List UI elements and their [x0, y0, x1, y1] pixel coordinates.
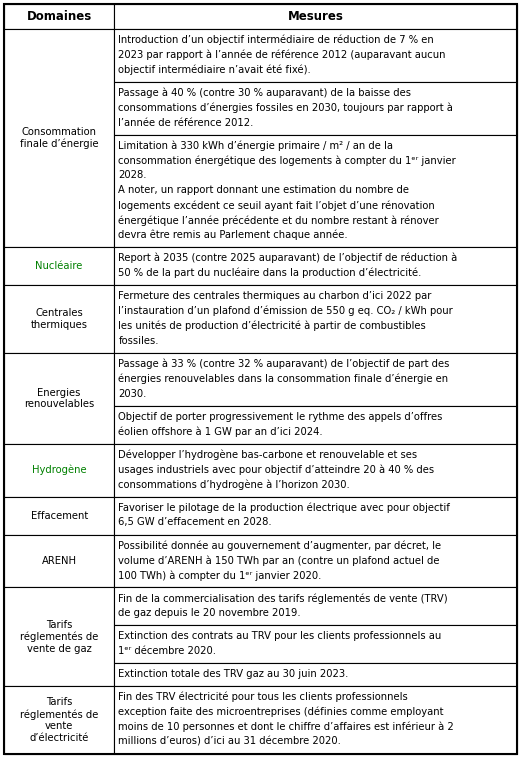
Bar	[114, 82, 517, 135]
Bar	[114, 285, 517, 353]
Bar	[114, 663, 517, 686]
Text: Introduction d’un objectif intermédiaire de réduction de 7 % en: Introduction d’un objectif intermédiaire…	[118, 35, 434, 45]
Bar	[4, 285, 114, 353]
Text: 100 TWh) à compter du 1ᵉʳ janvier 2020.: 100 TWh) à compter du 1ᵉʳ janvier 2020.	[118, 570, 321, 581]
Bar	[4, 4, 114, 29]
Bar	[114, 534, 517, 587]
Text: usages industriels avec pour objectif d’atteindre 20 à 40 % des: usages industriels avec pour objectif d’…	[118, 465, 435, 475]
Text: Fermeture des centrales thermiques au charbon d’ici 2022 par: Fermeture des centrales thermiques au ch…	[118, 291, 432, 301]
Bar	[114, 406, 517, 443]
Bar	[114, 625, 517, 663]
Text: consommations d’hydrogène à l’horizon 2030.: consommations d’hydrogène à l’horizon 20…	[118, 479, 350, 490]
Text: Tarifs
réglementés de
vente de gaz: Tarifs réglementés de vente de gaz	[20, 620, 98, 653]
Text: Domaines: Domaines	[27, 10, 92, 23]
Text: 1ᵉʳ décembre 2020.: 1ᵉʳ décembre 2020.	[118, 646, 216, 656]
Bar	[114, 29, 517, 82]
Bar	[4, 686, 114, 754]
Text: Nucléaire: Nucléaire	[35, 262, 83, 271]
Text: Favoriser le pilotage de la production électrique avec pour objectif: Favoriser le pilotage de la production é…	[118, 503, 450, 513]
Bar	[114, 135, 517, 247]
Text: devra être remis au Parlement chaque année.: devra être remis au Parlement chaque ann…	[118, 230, 348, 240]
Text: les unités de production d’électricité à partir de combustibles: les unités de production d’électricité à…	[118, 321, 426, 331]
Text: énergétique l’année précédente et du nombre restant à rénover: énergétique l’année précédente et du nom…	[118, 215, 439, 226]
Bar	[114, 247, 517, 285]
Bar	[4, 496, 114, 534]
Text: 2023 par rapport à l’année de référence 2012 (auparavant aucun: 2023 par rapport à l’année de référence …	[118, 49, 446, 60]
Text: Energies
renouvelables: Energies renouvelables	[24, 387, 94, 409]
Text: Possibilité donnée au gouvernement d’augmenter, par décret, le: Possibilité donnée au gouvernement d’aug…	[118, 540, 441, 551]
Text: fossiles.: fossiles.	[118, 336, 159, 346]
Text: Extinction des contrats au TRV pour les clients professionnels au: Extinction des contrats au TRV pour les …	[118, 631, 441, 641]
Bar	[114, 4, 517, 29]
Bar	[4, 247, 114, 285]
Text: Report à 2035 (contre 2025 auparavant) de l’objectif de réduction à: Report à 2035 (contre 2025 auparavant) d…	[118, 253, 457, 264]
Text: 50 % de la part du nucléaire dans la production d’électricité.: 50 % de la part du nucléaire dans la pro…	[118, 268, 421, 278]
Text: Extinction totale des TRV gaz au 30 juin 2023.: Extinction totale des TRV gaz au 30 juin…	[118, 669, 349, 679]
Text: logements excédent ce seuil ayant fait l’objet d’une rénovation: logements excédent ce seuil ayant fait l…	[118, 200, 435, 211]
Text: volume d’ARENH à 150 TWh par an (contre un plafond actuel de: volume d’ARENH à 150 TWh par an (contre …	[118, 555, 440, 565]
Text: éolien offshore à 1 GW par an d’ici 2024.: éolien offshore à 1 GW par an d’ici 2024…	[118, 427, 323, 437]
Text: Passage à 33 % (contre 32 % auparavant) de l’objectif de part des: Passage à 33 % (contre 32 % auparavant) …	[118, 359, 450, 369]
Text: objectif intermédiaire n’avait été fixé).: objectif intermédiaire n’avait été fixé)…	[118, 64, 311, 75]
Text: Centrales
thermiques: Centrales thermiques	[31, 309, 88, 330]
Text: Tarifs
réglementés de
vente
d’électricité: Tarifs réglementés de vente d’électricit…	[20, 697, 98, 743]
Text: énergies renouvelables dans la consommation finale d’énergie en: énergies renouvelables dans la consommat…	[118, 374, 449, 384]
Text: l’instauration d’un plafond d’émission de 550 g eq. CO₂ / kWh pour: l’instauration d’un plafond d’émission d…	[118, 305, 453, 316]
Text: exception faite des microentreprises (définies comme employant: exception faite des microentreprises (dé…	[118, 707, 444, 717]
Text: de gaz depuis le 20 novembre 2019.: de gaz depuis le 20 novembre 2019.	[118, 608, 301, 619]
Bar	[4, 587, 114, 686]
Text: Développer l’hydrogène bas-carbone et renouvelable et ses: Développer l’hydrogène bas-carbone et re…	[118, 449, 417, 460]
Bar	[114, 496, 517, 534]
Text: Fin de la commercialisation des tarifs réglementés de vente (TRV): Fin de la commercialisation des tarifs r…	[118, 593, 448, 603]
Text: moins de 10 personnes et dont le chiffre d’affaires est inférieur à 2: moins de 10 personnes et dont le chiffre…	[118, 722, 454, 732]
Text: consommations d’énergies fossiles en 2030, toujours par rapport à: consommations d’énergies fossiles en 203…	[118, 102, 453, 113]
Text: Fin des TRV électricité pour tous les clients professionnels: Fin des TRV électricité pour tous les cl…	[118, 692, 408, 703]
Text: millions d’euros) d’ici au 31 décembre 2020.: millions d’euros) d’ici au 31 décembre 2…	[118, 737, 341, 747]
Bar	[4, 534, 114, 587]
Text: Passage à 40 % (contre 30 % auparavant) de la baisse des: Passage à 40 % (contre 30 % auparavant) …	[118, 87, 411, 98]
Text: Objectif de porter progressivement le rythme des appels d’offres: Objectif de porter progressivement le ry…	[118, 412, 443, 421]
Text: Effacement: Effacement	[31, 511, 88, 521]
Text: 2030.: 2030.	[118, 389, 147, 399]
Text: 2028.: 2028.	[118, 171, 147, 180]
Text: consommation énergétique des logements à compter du 1ᵉʳ janvier: consommation énergétique des logements à…	[118, 155, 456, 166]
Text: Consommation
finale d’énergie: Consommation finale d’énergie	[20, 127, 98, 149]
Text: A noter, un rapport donnant une estimation du nombre de: A noter, un rapport donnant une estimati…	[118, 186, 410, 196]
Bar	[114, 353, 517, 406]
Bar	[114, 443, 517, 496]
Text: 6,5 GW d’effacement en 2028.: 6,5 GW d’effacement en 2028.	[118, 518, 272, 528]
Bar	[4, 443, 114, 496]
Text: l’année de référence 2012.: l’année de référence 2012.	[118, 117, 254, 127]
Text: Mesures: Mesures	[288, 10, 343, 23]
Bar	[4, 29, 114, 247]
Text: Hydrogène: Hydrogène	[32, 465, 86, 475]
Bar	[114, 587, 517, 625]
Text: ARENH: ARENH	[42, 556, 77, 566]
Bar	[114, 686, 517, 754]
Text: Limitation à 330 kWh d’énergie primaire / m² / an de la: Limitation à 330 kWh d’énergie primaire …	[118, 140, 393, 151]
Bar	[4, 353, 114, 443]
